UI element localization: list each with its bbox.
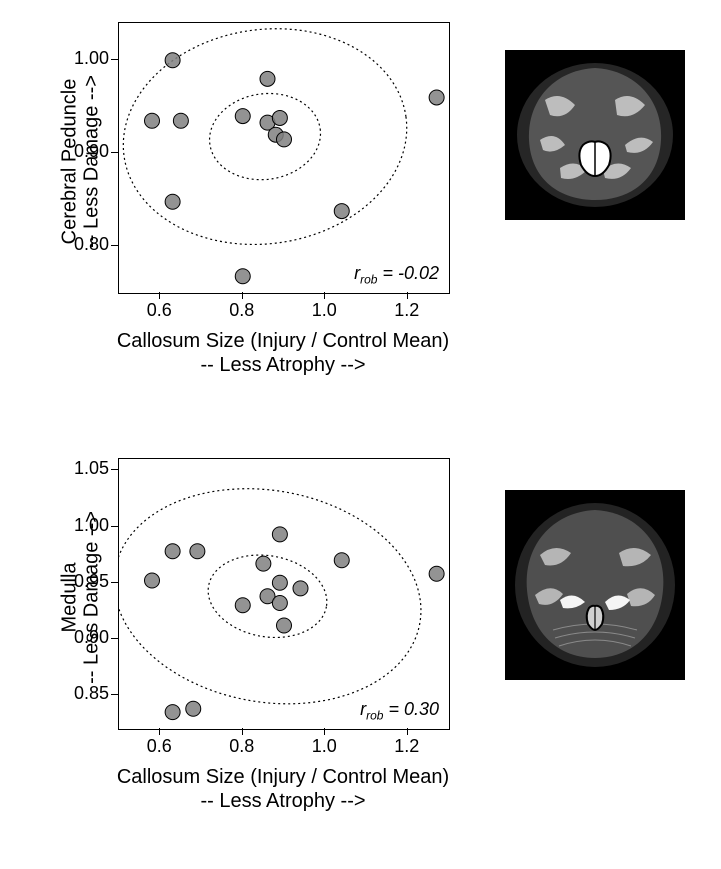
data-point <box>429 566 444 581</box>
data-point <box>235 269 250 284</box>
xlabel-bottom-line1-text: Callosum Size (Injury / Control Mean) <box>117 766 449 788</box>
xlabel-bottom-line1: Callosum Size (Injury / Control Mean) <box>90 766 476 789</box>
x-tick-mark <box>242 292 243 299</box>
stat-value-bottom: = 0.30 <box>383 699 439 719</box>
data-point <box>190 544 205 559</box>
y-tick-label: 0.90 <box>63 627 109 648</box>
data-point <box>293 581 308 596</box>
y-tick-label: 0.95 <box>63 571 109 592</box>
x-tick-label: 1.2 <box>389 736 425 757</box>
y-tick-label: 0.90 <box>63 141 109 162</box>
figure-root: Cerebral Peduncle -- Less Damage --> rro… <box>0 0 721 869</box>
data-point <box>277 618 292 633</box>
data-point <box>165 544 180 559</box>
data-point <box>334 204 349 219</box>
ylabel-bottom-line2-text: -- Less Damage --> <box>81 511 103 684</box>
brain-svg-top <box>505 50 685 220</box>
data-point <box>165 194 180 209</box>
xlabel-top-line1: Callosum Size (Injury / Control Mean) <box>90 330 476 353</box>
y-tick-mark <box>111 469 118 470</box>
data-point <box>272 527 287 542</box>
x-tick-mark <box>324 728 325 735</box>
data-point <box>277 132 292 147</box>
scatter-plot-top: rrob = -0.02 <box>118 22 450 294</box>
x-tick-mark <box>324 292 325 299</box>
x-tick-label: 1.2 <box>389 300 425 321</box>
data-point <box>165 53 180 68</box>
data-point <box>256 556 271 571</box>
data-point <box>334 553 349 568</box>
data-point <box>272 596 287 611</box>
x-tick-mark <box>407 292 408 299</box>
xlabel-bottom-line2-text: -- Less Atrophy --> <box>200 790 365 812</box>
data-point <box>145 573 160 588</box>
confidence-ellipse <box>119 23 421 262</box>
data-point <box>173 113 188 128</box>
data-point <box>186 701 201 716</box>
x-tick-mark <box>242 728 243 735</box>
data-point <box>165 705 180 720</box>
y-tick-mark <box>111 59 118 60</box>
x-tick-label: 0.6 <box>141 300 177 321</box>
stat-sub-top: rob <box>360 273 377 287</box>
data-point <box>145 113 160 128</box>
scatter-svg-bottom <box>119 459 449 729</box>
stat-sub-bottom: rob <box>366 709 383 723</box>
xlabel-top-line1-text: Callosum Size (Injury / Control Mean) <box>117 330 449 352</box>
y-tick-mark <box>111 638 118 639</box>
brain-image-top <box>505 50 685 220</box>
x-tick-label: 0.6 <box>141 736 177 757</box>
confidence-ellipse <box>204 86 326 186</box>
correlation-annotation-bottom: rrob = 0.30 <box>360 699 439 723</box>
y-tick-mark <box>111 694 118 695</box>
data-point <box>429 90 444 105</box>
x-tick-label: 0.8 <box>224 736 260 757</box>
xlabel-top-line2-text: -- Less Atrophy --> <box>200 354 365 376</box>
data-point <box>260 71 275 86</box>
x-tick-mark <box>159 292 160 299</box>
y-tick-mark <box>111 582 118 583</box>
x-tick-mark <box>407 728 408 735</box>
y-tick-label: 0.80 <box>63 234 109 255</box>
stat-value-top: = -0.02 <box>377 263 439 283</box>
scatter-svg-top <box>119 23 449 293</box>
data-point <box>272 575 287 590</box>
y-tick-mark <box>111 245 118 246</box>
y-tick-label: 1.00 <box>63 515 109 536</box>
y-tick-label: 1.00 <box>63 48 109 69</box>
y-tick-mark <box>111 152 118 153</box>
xlabel-bottom-line2: -- Less Atrophy --> <box>90 790 476 813</box>
y-tick-label: 1.05 <box>63 458 109 479</box>
x-tick-label: 1.0 <box>306 736 342 757</box>
y-tick-label: 0.85 <box>63 683 109 704</box>
y-tick-mark <box>111 526 118 527</box>
xlabel-top-line2: -- Less Atrophy --> <box>90 354 476 377</box>
data-point <box>235 598 250 613</box>
data-point <box>272 110 287 125</box>
scatter-plot-bottom: rrob = 0.30 <box>118 458 450 730</box>
x-tick-mark <box>159 728 160 735</box>
x-tick-label: 0.8 <box>224 300 260 321</box>
data-point <box>235 109 250 124</box>
correlation-annotation-top: rrob = -0.02 <box>354 263 439 287</box>
brain-svg-bottom <box>505 490 685 680</box>
x-tick-label: 1.0 <box>306 300 342 321</box>
brain-image-bottom <box>505 490 685 680</box>
